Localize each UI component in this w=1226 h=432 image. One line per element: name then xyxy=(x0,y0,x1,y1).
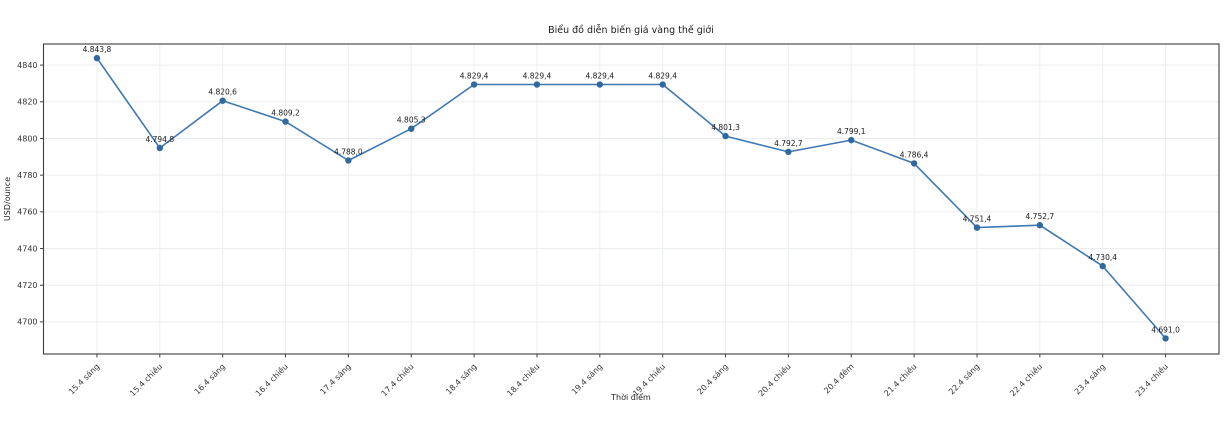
data-point xyxy=(470,81,478,88)
x-tick-label: 17.4 sáng xyxy=(318,362,352,396)
x-tick-label: 22.4 chiều xyxy=(1007,361,1044,398)
data-point xyxy=(1099,262,1106,270)
data-point xyxy=(408,125,415,132)
y-tick-label: 4720 xyxy=(17,281,37,290)
point-label: 4.799,1 xyxy=(837,127,866,136)
point-label: 4.820,6 xyxy=(208,88,237,97)
data-point xyxy=(345,157,352,164)
price-line xyxy=(96,57,1167,339)
plot-border-rect xyxy=(42,43,1220,355)
y-tick-label: 4740 xyxy=(17,244,37,253)
point-labels: 4.843,8 4.794,8 4.820,6 4.809,2 4.788,0 4.805… xyxy=(83,45,1180,334)
x-tick-label: 23.4 sáng xyxy=(1073,362,1107,396)
x-axis-title: Thời điểm xyxy=(610,392,651,402)
point-label: 4.801,3 xyxy=(711,123,740,132)
point-label: 4.792,7 xyxy=(774,139,803,148)
data-point xyxy=(533,81,541,88)
y-tick-label: 4700 xyxy=(17,318,37,327)
data-point xyxy=(156,144,163,152)
y-tick-label: 4780 xyxy=(17,171,37,180)
point-label: 4.829,4 xyxy=(648,72,677,81)
point-label: 4.786,4 xyxy=(900,150,929,159)
x-tick-label: 15.4 chiều xyxy=(127,361,164,398)
y-axis-title: USD/ounce xyxy=(3,177,12,221)
x-tick-label: 16.4 chiều xyxy=(253,361,290,398)
point-label: 4.752,7 xyxy=(1026,212,1055,221)
x-tick-label: 17.4 chiều xyxy=(379,361,416,398)
data-point xyxy=(973,224,981,231)
data-point xyxy=(785,148,792,156)
point-label: 4.788,0 xyxy=(334,147,363,156)
data-point xyxy=(1036,222,1044,229)
x-tick-label: 16.4 sáng xyxy=(193,362,227,396)
point-label: 4.805,3 xyxy=(397,116,426,125)
x-tick-label: 15.4 sáng xyxy=(67,362,101,396)
data-point xyxy=(93,54,101,62)
point-label: 4.794,8 xyxy=(145,135,174,144)
x-tick-label: 22.4 sáng xyxy=(947,362,981,396)
y-tick-label: 4820 xyxy=(17,98,37,107)
y-axis: 4840 4820 4800 4780 4760 4740 4720 4700 xyxy=(17,61,44,327)
data-point xyxy=(722,132,729,140)
x-tick-label: 19.4 sáng xyxy=(570,362,604,396)
series-polyline xyxy=(96,57,1167,339)
point-label: 4.829,4 xyxy=(585,72,614,81)
grid-lines xyxy=(43,44,1219,354)
data-point xyxy=(659,81,666,88)
x-tick-label: 23.4 chiều xyxy=(1133,361,1170,398)
data-point xyxy=(219,97,226,104)
y-tick-label: 4840 xyxy=(17,61,37,70)
x-tick-label: 18.4 chiều xyxy=(505,361,542,398)
point-label: 4.829,4 xyxy=(460,72,489,81)
point-label: 4.751,4 xyxy=(963,215,992,224)
data-point xyxy=(848,136,855,144)
x-tick-label: 20.4 chiều xyxy=(756,361,793,398)
x-tick-label: 21.4 chiều xyxy=(882,361,919,398)
plot-border xyxy=(42,43,1220,355)
x-axis: 15.4 sáng 15.4 chiều 16.4 sáng 16.4 chiều 17… xyxy=(67,354,1170,398)
chart-title: Biểu đồ diễn biến giá vàng thế giới xyxy=(548,25,714,36)
x-tick-label: 20.4 đêm xyxy=(822,361,856,395)
data-point xyxy=(596,81,604,88)
point-label: 4.843,8 xyxy=(83,45,112,54)
data-points xyxy=(93,54,1169,342)
point-label: 4.809,2 xyxy=(271,109,300,118)
point-label: 4.730,4 xyxy=(1088,253,1117,262)
data-point xyxy=(282,118,289,125)
point-label: 4.691,0 xyxy=(1151,325,1180,334)
data-point xyxy=(910,160,918,167)
y-tick-label: 4760 xyxy=(17,208,37,217)
y-tick-label: 4800 xyxy=(17,134,37,143)
x-tick-label: 20.4 sáng xyxy=(696,362,730,396)
data-point xyxy=(1162,335,1169,342)
point-label: 4.829,4 xyxy=(523,72,552,81)
x-tick-label: 18.4 sáng xyxy=(444,362,478,396)
